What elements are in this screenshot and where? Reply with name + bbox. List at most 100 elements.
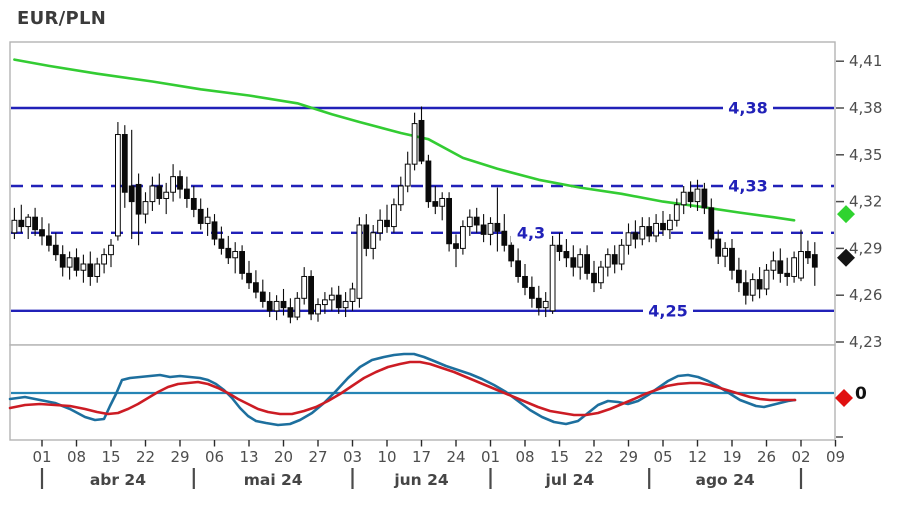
candle-body: [722, 247, 729, 257]
candle: [625, 223, 632, 255]
candle-body: [770, 260, 777, 271]
date-label: 13: [239, 448, 258, 466]
candle: [370, 225, 377, 260]
candle: [225, 235, 232, 264]
main-panel[interactable]: 4,38 4,33 4,3 4,25 4,41 4,38 4,35 4,32 4,29 4,26…: [9, 41, 882, 351]
date-label: 17: [412, 448, 431, 466]
candle: [377, 209, 384, 241]
level-label: 4,25: [648, 301, 687, 320]
candle: [142, 192, 149, 224]
candle: [328, 287, 335, 311]
candle: [515, 248, 522, 283]
candle-body: [335, 294, 342, 309]
candle: [791, 251, 798, 283]
candle-body: [535, 297, 542, 309]
candle-body: [556, 244, 563, 253]
candle: [66, 251, 73, 280]
candle-body: [294, 297, 301, 318]
candle: [805, 240, 811, 264]
candle: [742, 270, 749, 305]
date-label: 24: [446, 448, 465, 466]
candle-body: [315, 304, 321, 315]
candle-body: [73, 257, 80, 271]
candle: [598, 260, 604, 289]
candle: [315, 298, 321, 322]
candle: [80, 254, 87, 283]
date-label: 08: [515, 448, 534, 466]
candle-body: [639, 226, 646, 240]
candle-body: [46, 235, 52, 246]
candle: [632, 220, 639, 249]
candle: [708, 198, 715, 249]
candle: [729, 239, 735, 280]
candle-body: [384, 219, 390, 228]
candle-body: [577, 254, 584, 268]
candle-body: [322, 299, 328, 306]
candle: [363, 214, 370, 257]
candle-body: [570, 257, 577, 268]
candle: [667, 214, 673, 240]
candle: [439, 192, 446, 221]
date-label: 12: [688, 448, 707, 466]
candle-body: [101, 254, 107, 265]
candle-body: [128, 185, 135, 203]
candle: [749, 273, 756, 302]
candle: [397, 176, 404, 211]
candle-body: [591, 272, 597, 284]
candle-body: [736, 269, 742, 284]
candle-body: [805, 251, 811, 259]
candle-body: [18, 219, 25, 228]
candle: [115, 122, 121, 241]
candle-body: [439, 197, 446, 207]
candle-body: [259, 291, 266, 302]
candle: [639, 217, 646, 246]
candle: [335, 285, 342, 314]
candle-body: [363, 224, 370, 249]
candle: [280, 288, 287, 316]
candle: [563, 239, 570, 268]
last-price-marker: [837, 248, 855, 267]
month-label: abr 24: [90, 471, 146, 489]
candle: [673, 198, 680, 227]
candle-body: [480, 224, 487, 235]
candle: [460, 220, 466, 255]
candle: [480, 214, 487, 243]
y-tick-label: 4,32: [849, 193, 882, 211]
candle-body: [701, 188, 708, 209]
candle-body: [156, 185, 163, 199]
indicator-axis: 0: [835, 384, 867, 438]
indicator-panel[interactable]: 0: [8, 344, 867, 441]
candle-body: [287, 307, 294, 318]
candle: [322, 292, 328, 314]
date-label: 06: [205, 448, 224, 466]
candle-body: [253, 282, 259, 293]
candle-body: [370, 232, 377, 249]
x-axis: 01 08 15 22 29 06 13 20 27 03 10 17 24 01 08 15 22 29 05 12…: [32, 440, 845, 489]
candle-body: [473, 216, 480, 226]
candle-body: [142, 201, 149, 215]
month-label: mai 24: [244, 471, 303, 489]
candle-body: [529, 286, 535, 299]
candle: [156, 173, 163, 205]
level-label: 4,38: [728, 99, 767, 118]
candle: [418, 106, 425, 165]
candle: [308, 270, 315, 321]
candle-body: [266, 300, 273, 312]
y-tick-label: 4,29: [849, 239, 882, 257]
candle-body: [115, 134, 121, 237]
candle-body: [466, 216, 473, 228]
candle-body: [522, 275, 528, 288]
candle-body: [791, 257, 798, 277]
candle: [294, 292, 301, 321]
y-tick-label: 4,35: [849, 146, 882, 164]
candle: [356, 217, 363, 308]
level-label: 4,33: [728, 177, 767, 196]
candle-body: [87, 263, 94, 277]
candle-body: [611, 254, 618, 265]
date-label: 29: [619, 448, 638, 466]
candle-body: [632, 232, 639, 240]
candle: [535, 285, 542, 316]
date-label: 15: [550, 448, 569, 466]
candle: [611, 245, 618, 274]
